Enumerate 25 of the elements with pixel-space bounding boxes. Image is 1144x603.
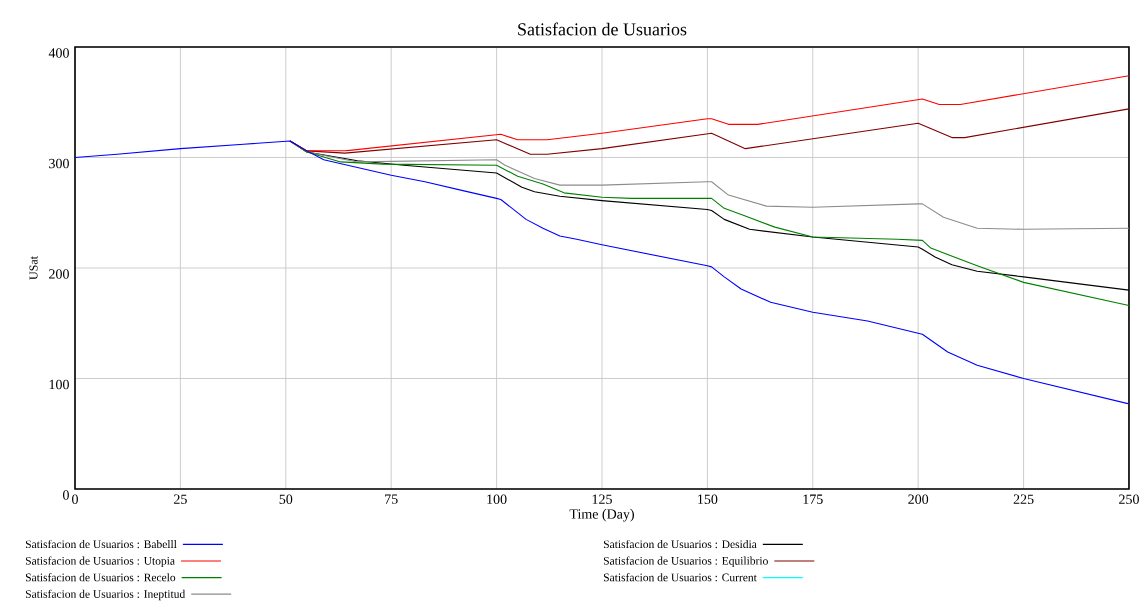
x-tick-label: 225 [1013,494,1034,504]
y-tick-label: 300 [49,158,69,169]
y-tick-label: 100 [49,379,69,390]
y-axis-title: USat [29,256,38,280]
legend-label: Satisfacion de Usuarios : Babelll [25,539,177,549]
x-tick-label: 75 [385,494,398,504]
y-tick-label: 200 [49,269,69,279]
x-tick-label: 200 [908,494,929,504]
y-tick-label: 400 [48,48,69,58]
legend-label: Satisfacion de Usuarios : Ineptitud [25,589,186,601]
x-tick-label: 25 [174,494,187,504]
x-tick-label: 100 [487,494,507,504]
x-tick-label: 175 [803,494,823,504]
x-tick-label: 0 [72,494,78,504]
legend-label: Satisfacion de Usuarios : Equilibrio [603,556,768,568]
legend-label: Satisfacion de Usuarios : Desidia [603,539,757,549]
x-tick-label: 125 [592,494,612,504]
chart-title: Satisfacion de Usuarios [518,22,687,36]
x-tick-label: 50 [279,494,293,504]
x-tick-label: 250 [1119,494,1139,504]
legend-label: Satisfacion de Usuarios : Utopia [25,556,175,568]
x-tick-label: 150 [698,494,718,504]
x-axis-title: Time (Day) [569,508,634,522]
legend-label: Satisfacion de Usuarios : Current [603,573,757,582]
legend-label: Satisfacion de Usuarios : Recelo [25,573,176,582]
